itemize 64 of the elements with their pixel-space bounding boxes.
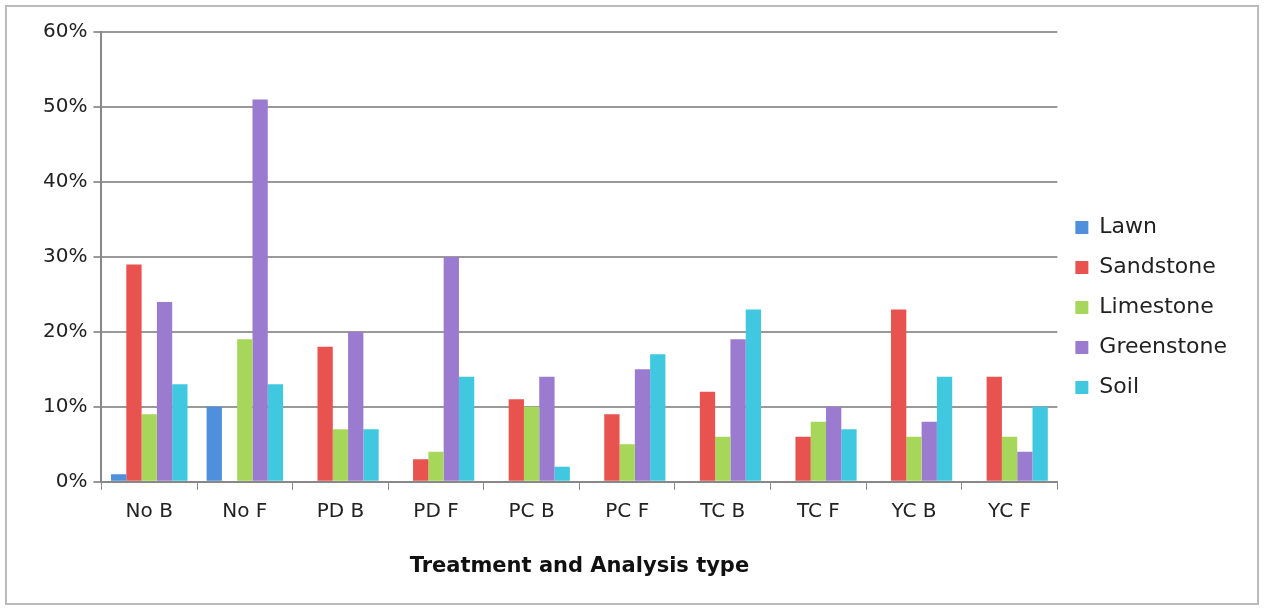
legend-label: Sandstone [1099, 253, 1216, 279]
y-tick-label: 30% [43, 243, 88, 268]
x-tick-label: PC B [508, 498, 555, 522]
y-tick-label: 50% [43, 93, 88, 118]
y-tick-label: 10% [43, 393, 88, 418]
bar [267, 384, 284, 481]
bar [650, 354, 666, 481]
x-tick-label: PC F [605, 498, 650, 522]
bar [619, 444, 635, 481]
bar [1001, 436, 1018, 481]
bar [363, 429, 379, 481]
bar [810, 421, 827, 481]
bar [1032, 406, 1048, 481]
bar [841, 429, 857, 481]
bar [508, 399, 524, 481]
bar [539, 376, 555, 481]
legend-label: Limestone [1099, 293, 1214, 319]
y-tick-label: 20% [43, 318, 88, 343]
x-tick-label: YC F [987, 498, 1032, 522]
bar [554, 466, 570, 481]
bar [206, 406, 222, 481]
bar [252, 99, 268, 481]
x-tick-label: TC F [795, 498, 840, 522]
bar [826, 406, 842, 481]
bar [428, 451, 444, 481]
bar [317, 346, 333, 481]
bar [1017, 451, 1033, 481]
y-tick-label: 0% [55, 468, 88, 492]
bar [443, 256, 459, 481]
bar [237, 339, 253, 481]
bar [172, 384, 188, 481]
y-tick-label: 40% [43, 168, 88, 193]
bar [332, 429, 349, 481]
bar [126, 264, 142, 481]
bar [730, 339, 746, 481]
y-tick-label: 60% [43, 18, 88, 43]
x-tick-label: PD F [413, 498, 459, 522]
legend-label: Greenstone [1099, 333, 1228, 359]
bar [413, 459, 429, 481]
bar [634, 369, 651, 481]
bar [111, 474, 127, 481]
bar [458, 376, 475, 481]
bar [906, 436, 922, 481]
x-tick-label: YC B [890, 498, 937, 522]
x-tick-label: No B [125, 498, 173, 522]
bar [604, 414, 620, 481]
bar [986, 376, 1002, 481]
bar [348, 331, 364, 481]
legend-label: Lawn [1099, 213, 1158, 239]
bar [156, 301, 173, 481]
bar [891, 309, 907, 481]
x-tick-label: PD B [316, 498, 365, 522]
legend-label: Soil [1099, 373, 1140, 399]
bar [523, 406, 540, 481]
bar [795, 436, 811, 481]
bar [141, 414, 157, 481]
bar [715, 436, 731, 481]
x-tick-label: TC B [699, 498, 746, 522]
bar [921, 421, 937, 481]
bar [699, 391, 716, 481]
bar [936, 376, 953, 481]
bar [745, 309, 762, 481]
x-tick-label: No F [222, 498, 268, 522]
x-axis-title: Treatment and Analysis type [409, 552, 750, 577]
